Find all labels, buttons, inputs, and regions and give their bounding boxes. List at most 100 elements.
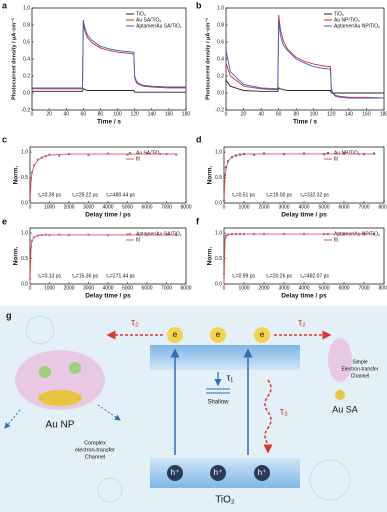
y-tick-label: 0.4 (217, 56, 224, 62)
electron (167, 327, 183, 343)
hole-label: h⁺ (214, 468, 223, 477)
legend-label: Au NP/TiO₂ (334, 150, 360, 156)
y-axis-label: Photocurrent density / μA·cm⁻² (10, 18, 17, 100)
panel-letter: b (196, 0, 202, 10)
y-tick-label: 0.2 (23, 73, 30, 79)
tau-label: τ₂ (298, 318, 306, 329)
y-tick-label: 0.0 (215, 281, 222, 287)
x-tick-label: 2000 (63, 285, 74, 291)
legend-swatch (128, 151, 132, 155)
x-tick-label: 6000 (338, 285, 349, 291)
x-tick-label: 5000 (318, 204, 329, 210)
y-tick-label: 0.5 (21, 256, 28, 262)
recombination-arrow (263, 379, 273, 454)
y-tick-label: 1.0 (215, 149, 222, 155)
annotation: τ₂=25.22 ps (72, 192, 99, 198)
legend-label: Aptamer/Au NP/TiO₂ (334, 23, 380, 29)
x-tick-label: 160 (362, 111, 371, 117)
x-tick-label: 5000 (318, 285, 329, 291)
x-tick-label: 3000 (83, 285, 94, 291)
annotation: τ₁=0.39 ps (38, 192, 61, 198)
annotation: τ₃=482.07 ps (300, 273, 329, 279)
x-axis-label: Time / s (293, 119, 317, 126)
y-tick-label: 0.0 (21, 200, 28, 206)
y-axis-label: Photocurrent density / μA·cm⁻² (204, 18, 211, 100)
x-tick-label: 0 (29, 285, 32, 291)
y-tick-label: 0.2 (217, 73, 224, 79)
x-axis-label: Delay time / ps (281, 293, 327, 300)
x-tick-label: 160 (165, 111, 174, 117)
annotation: τ₃=332.32 ps (300, 192, 329, 198)
legend-label: Au SA/TiO₂ (136, 150, 161, 156)
y-tick-label: 0.0 (217, 90, 224, 96)
x-tick-label: 3000 (278, 285, 289, 291)
channel-label: Channel (85, 454, 106, 460)
tau-label: τ₁ (227, 372, 234, 382)
channel-label: Electron-transfer (342, 366, 379, 372)
x-tick-label: 60 (276, 111, 282, 117)
x-tick-label: 5000 (122, 204, 133, 210)
x-tick-label: 7000 (358, 285, 369, 291)
channel-label: electron-transfer (75, 447, 115, 453)
hole-label: h⁺ (171, 468, 180, 477)
x-axis-label: Time / s (97, 119, 121, 126)
panel-letter: f (196, 216, 200, 226)
annotation: τ₁=0.13 ps (38, 273, 61, 279)
y-axis-label: Norm. (13, 246, 20, 265)
x-tick-label: 20 (241, 111, 247, 117)
panel-letter: g (6, 310, 12, 320)
au-np-label: Au NP (46, 420, 75, 431)
x-tick-label: 0 (31, 111, 34, 117)
electron (210, 327, 226, 343)
x-tick-label: 1000 (44, 285, 55, 291)
data-line (32, 23, 186, 90)
legend-label: TiO₂ (136, 11, 146, 17)
x-tick-label: 80 (293, 111, 299, 117)
x-tick-label: 7000 (161, 285, 172, 291)
au-sa (328, 338, 352, 400)
electron-label: e (216, 330, 221, 339)
bubble (25, 315, 55, 345)
x-tick-label: 6000 (338, 204, 349, 210)
annotation: τ₂=19.00 ps (266, 192, 293, 198)
x-axis-label: Delay time / ps (85, 212, 131, 219)
x-tick-label: 1000 (238, 285, 249, 291)
annotation: τ₂=15.36 ps (72, 273, 99, 279)
data-point (58, 154, 61, 157)
hole (167, 465, 183, 481)
y-tick-label: 0.0 (23, 90, 30, 96)
legend-label: fit (334, 156, 339, 162)
diagram: g e e e h⁺ h⁺ h⁺ TiO₂ τ₂ τ₂ τ₁ Shallow τ… (0, 306, 387, 512)
y-tick-label: 1.0 (21, 230, 28, 236)
x-tick-label: 180 (380, 111, 387, 117)
legend-label: Aptamer/Au SA/TiO₂ (136, 231, 182, 237)
x-tick-label: 2000 (258, 204, 269, 210)
x-tick-label: 120 (130, 111, 139, 117)
y-tick-label: 0.8 (217, 22, 224, 28)
y-tick-label: 1.0 (217, 5, 224, 11)
x-tick-label: 100 (310, 111, 319, 117)
data-line (223, 153, 374, 204)
x-tick-label: 8000 (180, 204, 191, 210)
legend-label: Au SA/TiO₂ (136, 17, 161, 23)
y-tick-label: 0.8 (23, 22, 30, 28)
hole-label: h⁺ (258, 468, 267, 477)
x-tick-label: 1000 (238, 204, 249, 210)
data-line (223, 233, 374, 285)
x-tick-label: 2000 (63, 204, 74, 210)
y-tick-label: 0.5 (215, 256, 222, 262)
x-tick-label: 140 (148, 111, 157, 117)
charts: a 0 20 40 60 80 100 120 140 160 180 -0.2 0.0 0.2 0.4 0.… (2, 0, 387, 299)
x-tick-label: 8000 (378, 204, 387, 210)
x-tick-label: 60 (81, 111, 87, 117)
data-line (29, 153, 177, 204)
shallow-label: Shallow (207, 400, 229, 406)
legend-label: Au NP/TiO₂ (334, 17, 360, 23)
channel-label: Simple (352, 359, 368, 365)
legend-label: fit (136, 156, 141, 162)
electron-label: e (260, 330, 265, 339)
x-tick-label: 40 (258, 111, 264, 117)
x-tick-label: 4000 (298, 204, 309, 210)
x-tick-label: 120 (327, 111, 336, 117)
x-tick-label: 4000 (102, 204, 113, 210)
